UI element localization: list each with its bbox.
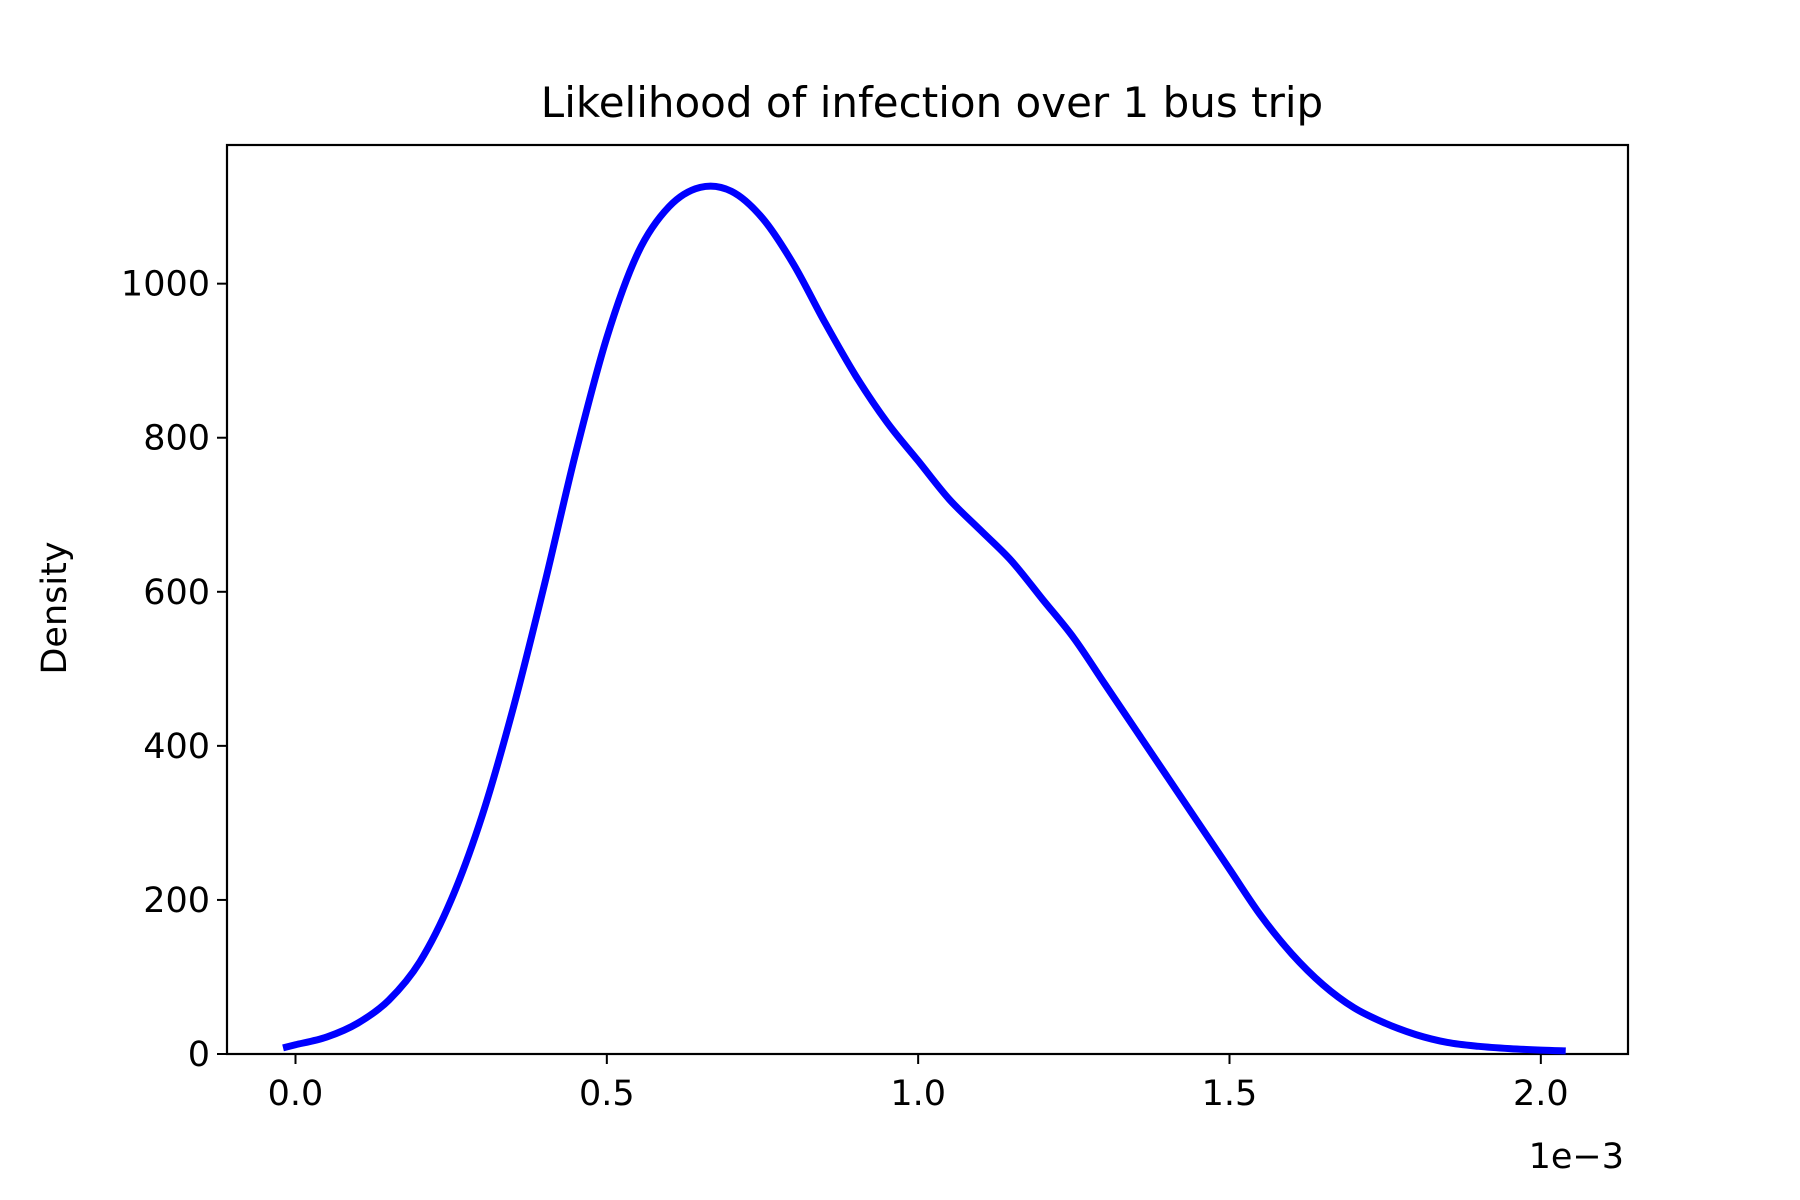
plot-area: 0.0 0.5 1.0 1.5 2.0 0 200 400 600 800 1000 bbox=[121, 143, 1630, 1114]
x-tick-label: 0.0 bbox=[268, 1074, 324, 1114]
y-axis-label: Density bbox=[35, 541, 75, 674]
x-tick-label: 0.5 bbox=[579, 1074, 635, 1114]
density-curve bbox=[282, 182, 1566, 1055]
y-tick-label: 200 bbox=[143, 881, 210, 921]
y-tick-label: 1000 bbox=[121, 265, 210, 305]
x-offset-label: 1e−3 bbox=[1529, 1137, 1624, 1177]
y-tick-label: 0 bbox=[188, 1035, 210, 1075]
y-tick-label: 400 bbox=[143, 727, 210, 767]
y-tick-label: 800 bbox=[143, 419, 210, 459]
y-tick-label: 600 bbox=[143, 573, 210, 613]
x-tick-label: 1.0 bbox=[890, 1074, 946, 1114]
x-tick-label: 2.0 bbox=[1513, 1074, 1569, 1114]
plot-frame bbox=[225, 143, 1630, 1056]
chart-title: Likelihood of infection over 1 bus trip bbox=[541, 78, 1323, 127]
x-tick-label: 1.5 bbox=[1202, 1074, 1258, 1114]
